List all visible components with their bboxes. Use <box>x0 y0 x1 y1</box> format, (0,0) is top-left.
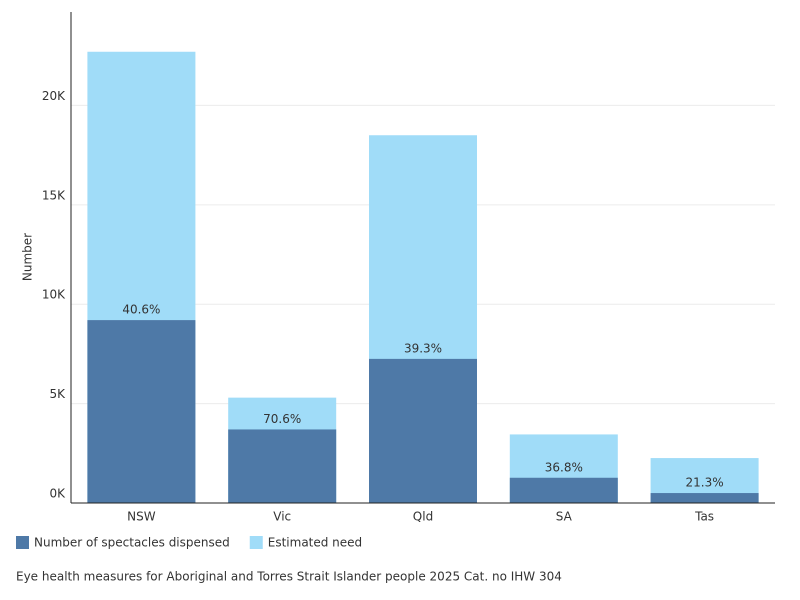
x-tick-label: Vic <box>273 510 291 524</box>
y-tick-label: 5K <box>49 387 66 401</box>
bar <box>650 493 759 503</box>
y-tick-label: 20K <box>42 89 66 103</box>
y-axis-title: Number <box>21 233 35 281</box>
y-tick-label: 15K <box>42 188 66 202</box>
bar <box>87 320 196 503</box>
legend-label: Number of spectacles dispensed <box>34 536 230 550</box>
x-tick-label: Qld <box>413 510 433 524</box>
share-label: 39.3% <box>404 341 442 355</box>
y-tick-label: 0K <box>49 487 66 501</box>
bar <box>509 477 618 503</box>
share-label: 70.6% <box>263 412 301 426</box>
y-tick-label: 10K <box>42 288 66 302</box>
legend-label: Estimated need <box>268 536 362 550</box>
share-label: 21.3% <box>686 476 724 490</box>
x-tick-label: NSW <box>127 510 156 524</box>
share-label: 40.6% <box>122 303 160 317</box>
share-label: 36.8% <box>545 460 583 474</box>
legend-swatch <box>249 536 263 549</box>
legend-swatch <box>16 536 29 549</box>
bar <box>228 429 337 503</box>
bar <box>369 358 477 503</box>
x-tick-label: SA <box>556 510 573 524</box>
source-note: Eye health measures for Aboriginal and T… <box>16 570 562 584</box>
x-tick-label: Tas <box>694 510 714 524</box>
